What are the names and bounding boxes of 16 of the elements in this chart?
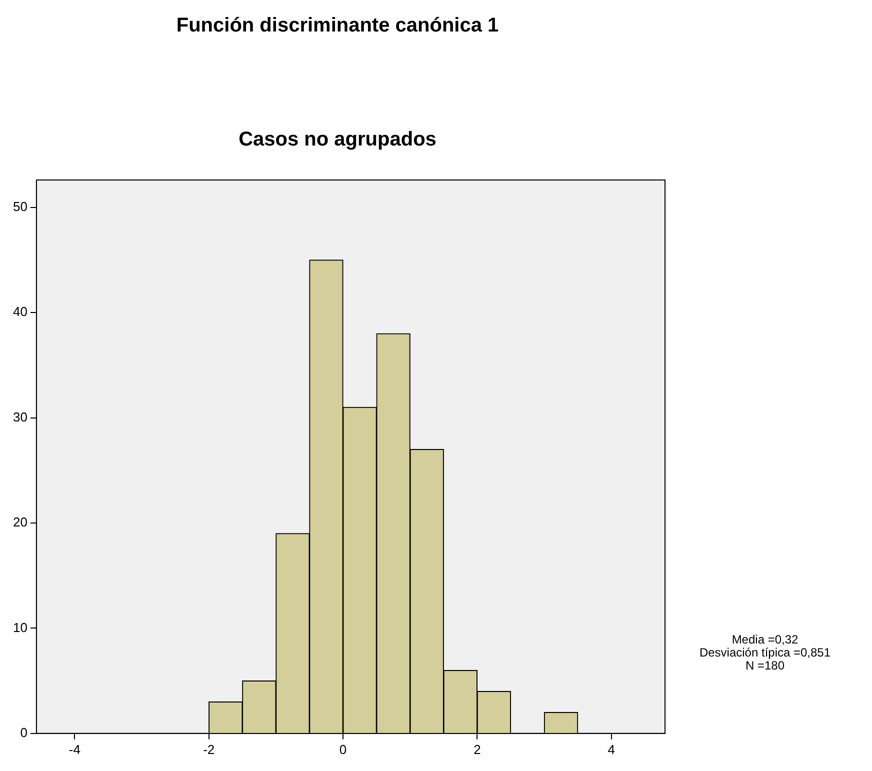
y-tick-label: 40	[12, 304, 28, 320]
y-tick-label: 20	[12, 514, 28, 530]
chart-subtitle: Casos no agrupados	[238, 128, 436, 151]
text: Media =0,32	[732, 632, 799, 647]
y-tick-label: 50	[12, 198, 28, 214]
text: Desviación típica =0,851	[699, 646, 831, 660]
x-tick-label: -4	[68, 742, 80, 757]
chart-title: Función discriminante canónica 1	[176, 14, 499, 37]
x-tick-label: 0	[339, 742, 347, 757]
x-tick-label: -2	[203, 742, 215, 757]
y-tick-label: 30	[12, 409, 28, 424]
x-tick-label: 2	[474, 742, 481, 757]
y-tick-label: 0	[20, 724, 28, 740]
text: N =180	[745, 658, 785, 673]
y-tick-label: 10	[12, 620, 28, 635]
x-tick-label: 4	[608, 742, 615, 757]
